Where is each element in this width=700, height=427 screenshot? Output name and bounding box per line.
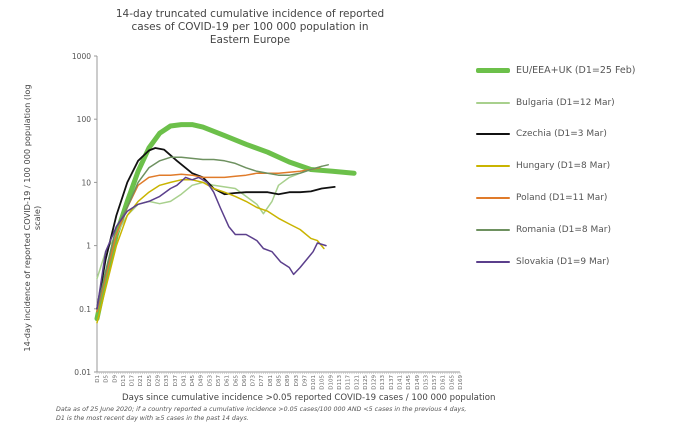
legend-swatch (476, 101, 510, 104)
x-tick-label: D37 (173, 375, 179, 387)
x-tick-label: D169 (458, 375, 464, 390)
legend-item: Czechia (D1=3 Mar) (476, 119, 635, 151)
x-tick-label: D149 (415, 375, 421, 390)
x-tick-label: D125 (363, 375, 369, 390)
y-tick-label: 100 (77, 115, 92, 124)
legend-label: Poland (D1=11 Mar) (516, 193, 608, 204)
chart-title: 14-day truncated cumulative incidence of… (100, 8, 400, 47)
legend-swatch (476, 197, 510, 200)
x-tick-label: D5 (104, 374, 110, 382)
legend-swatch (476, 133, 510, 136)
legend-label: Slovakia (D1=9 Mar) (516, 256, 610, 267)
x-tick-label: D145 (406, 375, 412, 390)
x-tick-label: D129 (372, 375, 378, 390)
x-tick-label: D57 (216, 375, 222, 387)
legend-item: EU/EEA+UK (D1=25 Feb) (476, 55, 635, 87)
x-tick-label: D109 (328, 375, 334, 390)
series-line-3 (96, 179, 325, 324)
y-tick-label: 1000 (72, 52, 91, 61)
x-tick-label: D133 (380, 375, 386, 390)
x-tick-label: D137 (389, 375, 395, 390)
series-line-1 (96, 165, 323, 280)
x-tick-label: D141 (398, 375, 404, 390)
x-tick-label: D29 (156, 375, 162, 387)
x-tick-label: D33 (164, 375, 170, 387)
legend-label: Romania (D1=8 Mar) (516, 224, 612, 235)
x-tick-label: D97 (302, 375, 308, 387)
x-tick-label: D45 (190, 375, 196, 387)
legend-item: Romania (D1=8 Mar) (476, 214, 635, 246)
y-tick-label: 0.1 (79, 305, 91, 314)
x-tick-label: D25 (147, 375, 153, 387)
x-tick-label: D117 (346, 375, 352, 390)
title-line: 14-day truncated cumulative incidence of… (115, 8, 385, 20)
y-tick-label: 0.01 (74, 368, 91, 377)
x-tick-label: D113 (337, 375, 343, 390)
x-tick-label: D9 (112, 374, 118, 382)
series-line-0 (94, 122, 357, 322)
legend-label: Bulgaria (D1=12 Mar) (516, 97, 615, 108)
legend-item: Slovakia (D1=9 Mar) (476, 246, 635, 278)
x-tick-label: D165 (449, 375, 455, 390)
legend-swatch (476, 68, 510, 74)
x-tick-label: D49 (199, 375, 205, 387)
x-tick-label: D69 (242, 375, 248, 387)
legend-label: Czechia (D1=3 Mar) (516, 129, 607, 140)
x-tick-label: D93 (294, 375, 300, 387)
x-tick-label: D89 (285, 375, 291, 387)
title-line: Eastern Europe (209, 34, 291, 46)
x-tick-label: D53 (207, 375, 213, 387)
series-line-5 (96, 156, 329, 310)
x-tick-label: D81 (268, 375, 274, 386)
x-tick-label: D73 (251, 375, 257, 387)
x-tick-label: D77 (259, 375, 265, 387)
y-tick-label: 1 (86, 242, 91, 251)
x-tick-label: D17 (130, 375, 136, 387)
series-line-4 (96, 167, 321, 313)
x-tick-label: D161 (441, 375, 447, 390)
series-line-6 (96, 176, 327, 310)
x-tick-label: D121 (354, 375, 360, 390)
x-tick-label: D65 (233, 375, 239, 387)
x-tick-label: D153 (423, 375, 429, 390)
x-tick-label: D21 (138, 375, 144, 386)
x-tick-label: D85 (277, 375, 283, 387)
legend: EU/EEA+UK (D1=25 Feb) Bulgaria (D1=12 Mar… (476, 55, 635, 278)
footnote-line: D1 is the most recent day with ≥5 cases … (56, 414, 249, 422)
footnote: Data as of 25 June 2020; if a country re… (56, 406, 466, 423)
x-tick-label: D41 (181, 375, 187, 386)
x-axis-label: Days since cumulative incidence >0.05 re… (122, 393, 496, 403)
legend-swatch (476, 228, 510, 231)
title-line: cases of COVID-19 per 100 000 population… (131, 21, 369, 33)
x-tick-label: D13 (121, 375, 127, 387)
x-tick-label: D1 (95, 375, 101, 383)
legend-label: Hungary (D1=8 Mar) (516, 161, 611, 172)
footnote-line: Data as of 25 June 2020; if a country re… (56, 406, 467, 413)
y-tick-label: 10 (81, 178, 91, 187)
legend-swatch (476, 260, 510, 263)
y-axis-label: 14-day incidence of reported COVID-19 / … (22, 84, 42, 352)
x-tick-label: D105 (320, 375, 326, 390)
legend-label: EU/EEA+UK (D1=25 Feb) (516, 65, 636, 77)
x-tick-label: D101 (311, 375, 317, 390)
legend-swatch (476, 165, 510, 168)
legend-item: Bulgaria (D1=12 Mar) (476, 87, 635, 119)
legend-item: Poland (D1=11 Mar) (476, 182, 635, 214)
legend-item: Hungary (D1=8 Mar) (476, 150, 635, 182)
x-tick-label: D61 (225, 375, 231, 386)
x-tick-label: D157 (432, 375, 438, 390)
